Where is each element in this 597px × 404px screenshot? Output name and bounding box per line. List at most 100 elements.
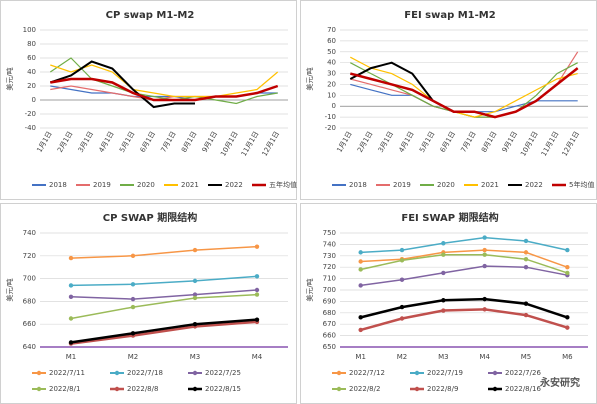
series-line	[70, 320, 258, 345]
series-line	[360, 249, 568, 268]
marker	[192, 247, 198, 253]
y-tick-label: 20	[27, 82, 36, 90]
legend-label: 2018	[49, 181, 67, 189]
legend-marker	[36, 370, 42, 376]
y-tick-label: 740	[323, 240, 336, 248]
marker	[130, 296, 136, 302]
y-tick-label: 640	[23, 343, 36, 351]
legend-marker	[414, 386, 420, 392]
y-tick-label: -20	[25, 110, 36, 118]
marker	[482, 235, 487, 240]
y-tick-label: 720	[23, 252, 36, 260]
marker	[68, 294, 74, 300]
series-line	[360, 297, 568, 319]
y-tick-label: 720	[323, 263, 336, 271]
legend-marker	[492, 370, 498, 376]
y-tick-label: 70	[327, 26, 336, 34]
y-tick-label: 700	[23, 275, 36, 283]
panel	[300, 203, 597, 404]
marker	[523, 301, 529, 306]
marker	[192, 292, 198, 297]
chart-title: CP swap M1-M2	[106, 10, 195, 21]
marker	[523, 312, 529, 318]
y-tick-label: 660	[23, 320, 36, 328]
y-tick-label: 40	[327, 59, 336, 67]
marker	[358, 259, 363, 264]
legend-label: 2022/8/2	[349, 385, 380, 393]
marker	[192, 278, 198, 284]
y-tick-label: 680	[23, 297, 36, 305]
marker	[441, 298, 446, 303]
y-tick-label: 690	[323, 297, 336, 305]
y-tick-label: -40	[25, 124, 36, 132]
x-tick-label: M2	[128, 353, 139, 361]
series-line	[70, 245, 258, 259]
marker	[523, 265, 529, 270]
marker	[68, 340, 74, 345]
legend-label: 2022	[525, 181, 543, 189]
y-tick-label: -20	[325, 124, 336, 132]
marker	[192, 295, 198, 301]
marker	[130, 282, 136, 287]
marker	[358, 315, 363, 320]
legend-label: 2018	[349, 181, 367, 189]
x-tick-label: M4	[479, 353, 490, 361]
x-tick-label: M4	[252, 353, 263, 361]
marker	[441, 270, 446, 276]
marker	[254, 292, 260, 297]
y-tick-label: 740	[23, 229, 36, 237]
series-line	[50, 77, 279, 102]
legend-marker	[414, 370, 420, 376]
marker	[441, 308, 446, 313]
marker	[482, 247, 487, 253]
y-tick-label: 680	[323, 309, 336, 317]
legend-label: 2022/8/1	[49, 385, 80, 393]
series-line	[70, 275, 258, 287]
series-line	[70, 318, 258, 344]
series-line	[350, 56, 578, 118]
legend-label: 2019	[93, 181, 111, 189]
y-tick-label: 750	[323, 229, 336, 237]
series-line	[50, 64, 279, 98]
y-axis-label: 美元/吨	[305, 278, 314, 301]
series-line	[49, 57, 278, 105]
chart-title: FEI SWAP 期限结构	[401, 211, 498, 224]
marker	[358, 283, 363, 288]
marker	[399, 247, 405, 253]
y-tick-label: 20	[327, 80, 336, 88]
legend-label: 5年均值	[569, 180, 594, 189]
x-tick-label: M2	[397, 353, 408, 361]
legend-marker	[336, 370, 342, 376]
legend-label: 五年均值	[269, 180, 297, 189]
marker	[565, 270, 570, 276]
legend-label: 2022/8/9	[427, 385, 458, 393]
series-line	[49, 60, 195, 109]
legend-label: 2022/7/19	[427, 369, 463, 377]
y-tick-label: 50	[327, 48, 336, 56]
marker	[254, 287, 260, 293]
x-tick-label: M5	[521, 353, 532, 361]
marker	[358, 250, 363, 255]
x-tick-label: M3	[438, 353, 449, 361]
series-line	[349, 67, 579, 119]
marker	[565, 265, 570, 270]
series-line	[70, 293, 258, 320]
x-tick-label: M1	[355, 353, 366, 361]
x-tick-label: M1	[66, 353, 77, 361]
marker	[523, 250, 529, 255]
marker	[523, 257, 529, 262]
marker	[482, 296, 487, 302]
marker	[441, 241, 446, 246]
marker	[441, 252, 446, 257]
marker	[399, 258, 405, 263]
marker	[399, 304, 405, 310]
series-line	[360, 236, 568, 254]
legend-label: 2022/7/18	[127, 369, 163, 377]
legend-label: 2019	[393, 181, 411, 189]
y-axis-label: 美元/吨	[5, 278, 14, 301]
legend-marker	[114, 370, 120, 376]
y-tick-label: 40	[27, 68, 36, 76]
y-tick-label: 60	[327, 37, 336, 45]
